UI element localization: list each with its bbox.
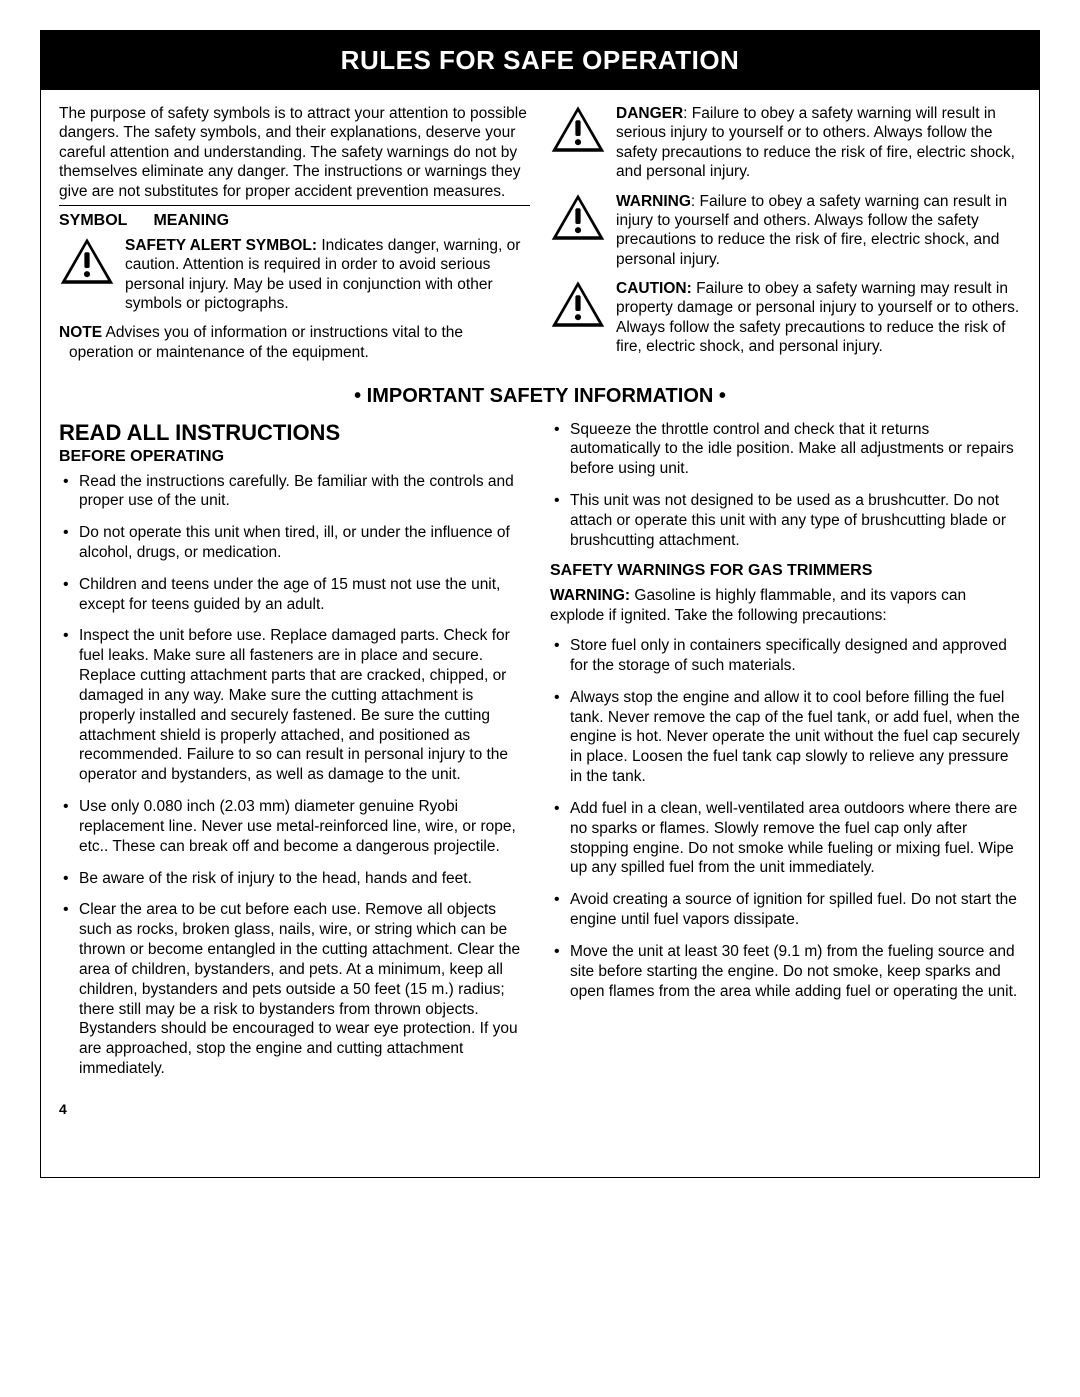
symbol-definitions-row: The purpose of safety symbols is to attr… — [59, 104, 1021, 367]
warning-label: WARNING — [616, 193, 691, 210]
note-label: NOTE — [59, 324, 102, 341]
intro-paragraph: The purpose of safety symbols is to attr… — [59, 104, 530, 206]
list-item: Always stop the engine and allow it to c… — [550, 688, 1021, 787]
symbol-meaning-heading: SYMBOL MEANING — [59, 212, 530, 230]
caution-text: CAUTION: Failure to obey a safety warnin… — [616, 279, 1021, 357]
gas-warning-label: WARNING: — [550, 587, 630, 604]
warning-row: WARNING: Failure to obey a safety warnin… — [550, 192, 1021, 270]
heading-meaning: MEANING — [153, 212, 229, 229]
read-all-heading: READ ALL INSTRUCTIONS — [59, 420, 530, 446]
list-item: Do not operate this unit when tired, ill… — [59, 523, 530, 563]
continuation-list: Squeeze the throttle control and check t… — [550, 420, 1021, 551]
caution-label: CAUTION: — [616, 280, 692, 297]
instructions-left-column: READ ALL INSTRUCTIONS BEFORE OPERATING R… — [59, 420, 530, 1091]
list-item: Avoid creating a source of ignition for … — [550, 890, 1021, 930]
safety-alert-text: SAFETY ALERT SYMBOL: Indicates danger, w… — [125, 236, 530, 314]
page-number: 4 — [41, 1091, 1039, 1117]
heading-symbol: SYMBOL — [59, 212, 149, 230]
list-item: Children and teens under the age of 15 m… — [59, 575, 530, 615]
gas-warning-paragraph: WARNING: Gasoline is highly flammable, a… — [550, 586, 1021, 626]
list-item: Inspect the unit before use. Replace dam… — [59, 626, 530, 785]
danger-text: DANGER: Failure to obey a safety warning… — [616, 104, 1021, 182]
danger-label: DANGER — [616, 105, 683, 122]
list-item: Squeeze the throttle control and check t… — [550, 420, 1021, 479]
safety-alert-label: SAFETY ALERT SYMBOL: — [125, 237, 317, 254]
safety-alert-row: SAFETY ALERT SYMBOL: Indicates danger, w… — [59, 236, 530, 314]
list-item: Add fuel in a clean, well-ventilated are… — [550, 799, 1021, 878]
caution-row: CAUTION: Failure to obey a safety warnin… — [550, 279, 1021, 357]
list-item: This unit was not designed to be used as… — [550, 491, 1021, 550]
list-item: Clear the area to be cut before each use… — [59, 900, 530, 1078]
list-item: Read the instructions carefully. Be fami… — [59, 472, 530, 512]
before-operating-heading: BEFORE OPERATING — [59, 448, 530, 466]
symbol-left-column: The purpose of safety symbols is to attr… — [59, 104, 530, 367]
gas-trimmers-heading: SAFETY WARNINGS FOR GAS TRIMMERS — [550, 562, 1021, 580]
list-item: Move the unit at least 30 feet (9.1 m) f… — [550, 942, 1021, 1001]
banner-title: RULES FOR SAFE OPERATION — [41, 31, 1039, 90]
page-content: The purpose of safety symbols is to attr… — [41, 90, 1039, 1091]
symbol-right-column: DANGER: Failure to obey a safety warning… — [550, 104, 1021, 367]
note-block: NOTE Advises you of information or instr… — [59, 323, 530, 362]
instructions-right-column: Squeeze the throttle control and check t… — [550, 420, 1021, 1091]
list-item: Be aware of the risk of injury to the he… — [59, 869, 530, 889]
warning-triangle-icon — [550, 104, 606, 182]
gas-warnings-list: Store fuel only in containers specifical… — [550, 636, 1021, 1001]
warning-triangle-icon — [59, 236, 115, 314]
danger-row: DANGER: Failure to obey a safety warning… — [550, 104, 1021, 182]
warning-triangle-icon — [550, 279, 606, 357]
before-operating-list: Read the instructions carefully. Be fami… — [59, 472, 530, 1079]
note-body: Advises you of information or instructio… — [69, 324, 463, 360]
list-item: Store fuel only in containers specifical… — [550, 636, 1021, 676]
instructions-row: READ ALL INSTRUCTIONS BEFORE OPERATING R… — [59, 420, 1021, 1091]
page-frame: RULES FOR SAFE OPERATION The purpose of … — [40, 30, 1040, 1178]
warning-text: WARNING: Failure to obey a safety warnin… — [616, 192, 1021, 270]
list-item: Use only 0.080 inch (2.03 mm) diameter g… — [59, 797, 530, 856]
important-safety-heading: • IMPORTANT SAFETY INFORMATION • — [59, 385, 1021, 408]
warning-triangle-icon — [550, 192, 606, 270]
